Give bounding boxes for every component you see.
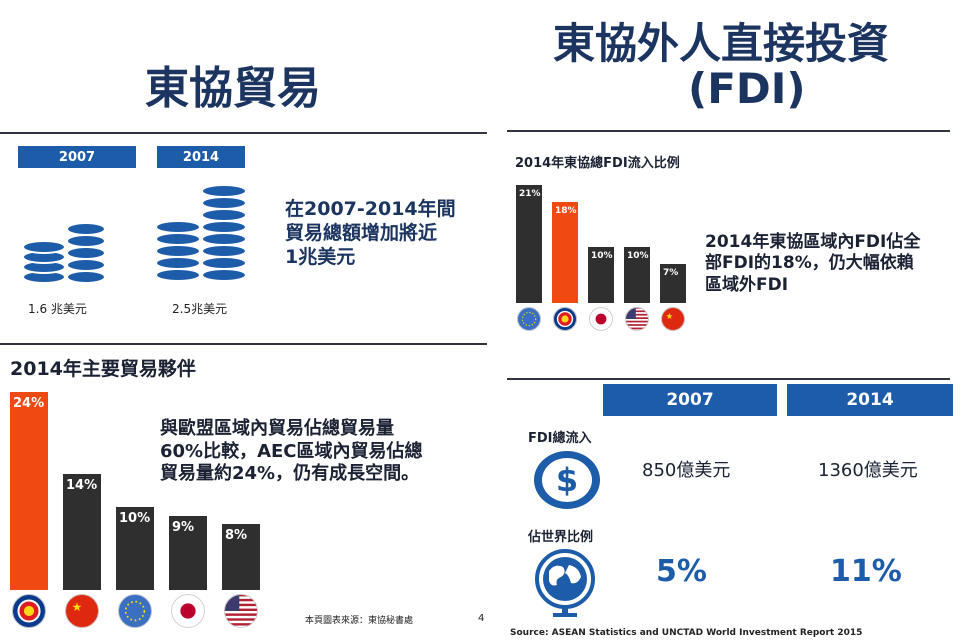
bar-eu bbox=[516, 185, 542, 303]
bar-china bbox=[63, 474, 101, 590]
bar-value-label: 10% bbox=[119, 511, 151, 526]
trade-note: 在2007-2014年間 貿易總額增加將近 1兆美元 bbox=[285, 198, 456, 268]
page-number: 4 bbox=[478, 613, 485, 624]
divider bbox=[0, 132, 487, 134]
bar-usa bbox=[624, 247, 650, 303]
bar-usa bbox=[222, 524, 260, 590]
bar-china bbox=[660, 264, 686, 303]
bar-value-label: 10% bbox=[627, 251, 649, 261]
bar-value-label: 18% bbox=[555, 206, 577, 216]
trade-value-2014: 2.5兆美元 bbox=[172, 302, 228, 316]
bar-value-label: 8% bbox=[225, 528, 248, 543]
partners-note: 與歐盟區域內貿易佔總貿易量 60%比較，AEC區域內貿易佔總 貿易量約24%，仍… bbox=[160, 418, 423, 484]
source-note-right: Source: ASEAN Statistics and UNCTAD Worl… bbox=[510, 628, 863, 638]
trade-value-2007: 1.6 兆美元 bbox=[28, 302, 87, 316]
dollar-coin-icon: $ bbox=[531, 449, 603, 511]
bar-value-label: 7% bbox=[663, 268, 679, 278]
flag-china-icon: ★ bbox=[65, 594, 99, 628]
fdi-2007-value: 850億美元 bbox=[642, 460, 731, 481]
svg-text:★: ★ bbox=[72, 600, 83, 614]
bar-value-label: 10% bbox=[591, 251, 613, 261]
share-2014-value: 11% bbox=[830, 554, 902, 589]
bar-japan bbox=[169, 516, 207, 590]
flag-usa-icon bbox=[224, 594, 258, 628]
flag-eu-icon bbox=[517, 307, 541, 331]
flag-asean-icon bbox=[12, 594, 46, 628]
table-year-2007: 2007 bbox=[603, 384, 777, 416]
fdi-total-label: FDI總流入 bbox=[528, 431, 592, 446]
flag-japan-icon bbox=[171, 594, 205, 628]
fdi-title-line2: (FDI) bbox=[688, 64, 806, 113]
fdi-chart-title: 2014年東協總FDI流入比例 bbox=[515, 156, 680, 171]
fdi-flags: ★ bbox=[512, 307, 692, 333]
globe-icon bbox=[529, 547, 601, 619]
bar-value-label: 21% bbox=[519, 189, 541, 199]
flag-eu-icon bbox=[118, 594, 152, 628]
bar-value-label: 14% bbox=[66, 478, 98, 493]
divider bbox=[507, 130, 950, 132]
bar-value-label: 24% bbox=[13, 396, 45, 411]
coin-stack-icon bbox=[20, 210, 140, 290]
fdi-title-line1: 東協外人直接投資 bbox=[553, 19, 890, 68]
trade-partners-chart: 24% 14% 10% 9% 8% bbox=[0, 392, 290, 590]
flag-usa-icon bbox=[625, 307, 649, 331]
bar-japan bbox=[588, 247, 614, 303]
partners-title: 2014年主要貿易夥伴 bbox=[10, 358, 196, 380]
svg-text:$: $ bbox=[556, 461, 578, 499]
fdi-inflow-chart: 21% 18% 10% 10% 7% bbox=[512, 185, 692, 303]
fdi-2014-value: 1360億美元 bbox=[818, 460, 918, 481]
source-note-left: 本頁圖表來源：東協秘書處 bbox=[305, 616, 414, 626]
trade-partner-flags: ★ bbox=[0, 594, 290, 630]
bar-value-label: 9% bbox=[172, 520, 195, 535]
fdi-note: 2014年東協區域內FDI佔全 部FDI的18%，仍大幅依賴 區域外FDI bbox=[705, 232, 921, 295]
share-2007-value: 5% bbox=[656, 554, 707, 589]
divider bbox=[0, 343, 487, 345]
coin-stack-icon bbox=[155, 180, 255, 290]
bar-asean bbox=[10, 392, 48, 590]
world-share-label: 佔世界比例 bbox=[528, 530, 594, 545]
bar-eu bbox=[116, 507, 154, 590]
divider bbox=[507, 378, 950, 380]
bar-asean bbox=[552, 202, 578, 303]
flag-japan-icon bbox=[589, 307, 613, 331]
year-badge-2014: 2014 bbox=[157, 146, 245, 168]
flag-china-icon: ★ bbox=[661, 307, 685, 331]
year-badge-2007: 2007 bbox=[18, 146, 136, 168]
trade-title: 東協貿易 bbox=[145, 63, 321, 114]
svg-text:★: ★ bbox=[666, 311, 674, 321]
table-year-2014: 2014 bbox=[787, 384, 953, 416]
flag-asean-icon bbox=[553, 307, 577, 331]
